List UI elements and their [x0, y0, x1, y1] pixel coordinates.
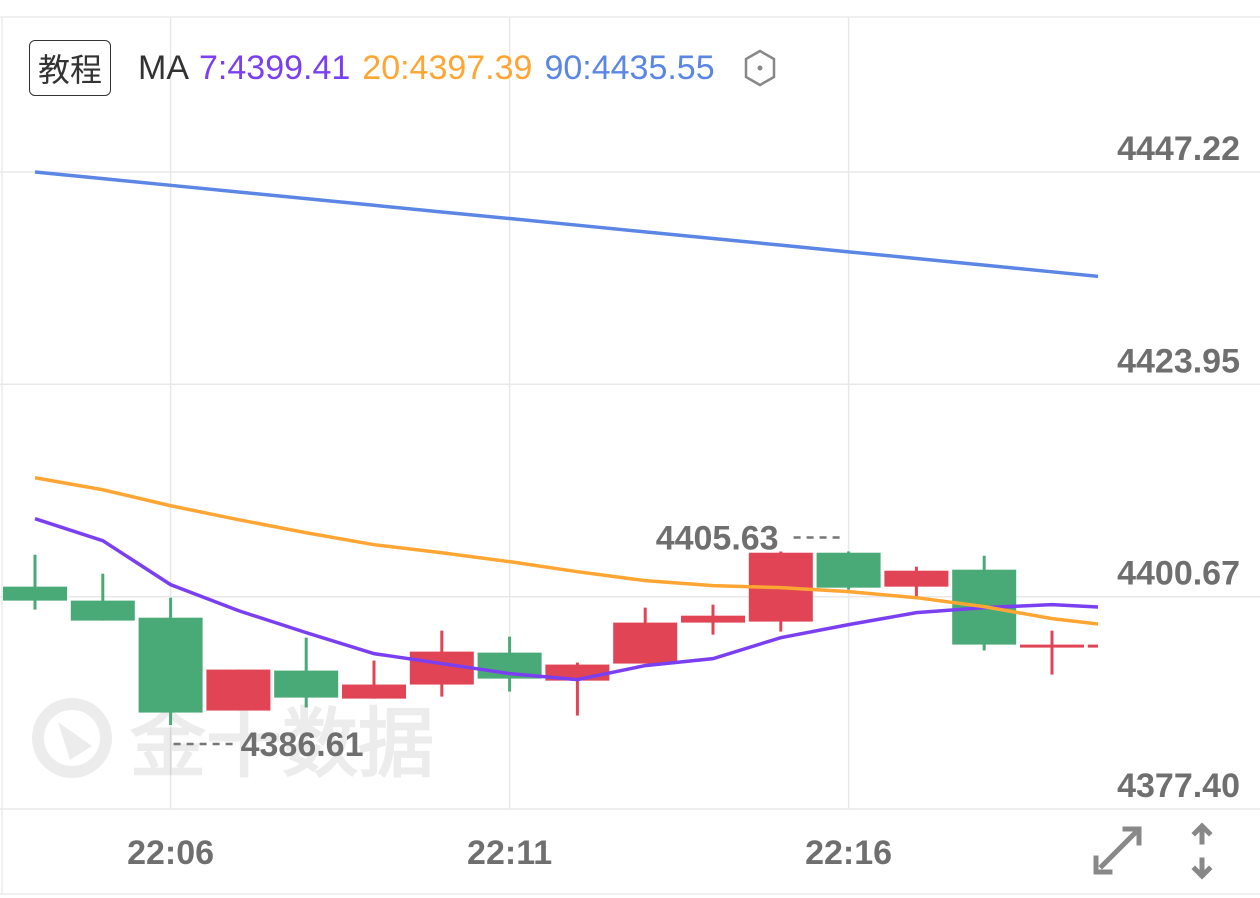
ma7-value: 7:4399.41 — [199, 48, 351, 87]
price-annotation: 4405.63 — [656, 519, 841, 557]
candle-body — [1020, 644, 1084, 648]
expand-icon[interactable] — [1093, 826, 1142, 875]
candle-body — [70, 600, 135, 621]
ma-lines — [34, 170, 1098, 682]
candle-body — [3, 586, 67, 601]
y-tick-label: 4400.67 — [1117, 555, 1240, 593]
x-tick-label: 22:16 — [805, 834, 892, 872]
candle — [1087, 644, 1098, 648]
candle-body — [613, 622, 678, 664]
legend-bar: 教程 MA 7:4399.41 20:4397.39 90:4435.55 — [29, 40, 777, 96]
watermark-logo: 金十数据 — [32, 698, 434, 788]
price-annotation: 4386.61 — [173, 726, 364, 764]
candles — [3, 551, 1098, 725]
candle-body — [816, 552, 881, 588]
candle — [477, 636, 542, 692]
ma-label: MA — [138, 48, 190, 87]
scale-toggle-icon[interactable] — [1191, 822, 1213, 880]
line-ma20 — [34, 476, 1098, 626]
candle — [3, 554, 67, 610]
candle-body — [206, 669, 271, 711]
annotation-label: 4405.63 — [656, 519, 779, 557]
y-tick-label: 4447.22 — [1117, 130, 1240, 168]
candle-body — [1087, 644, 1098, 648]
candle — [1020, 630, 1084, 675]
x-tick-label: 22:06 — [127, 834, 214, 872]
candle — [681, 604, 745, 635]
candle — [613, 607, 678, 664]
y-axis-labels: 4447.22 4423.95 4400.67 4377.40 — [1117, 130, 1240, 805]
candle-body — [342, 684, 406, 699]
candle-body — [138, 617, 203, 713]
candle-body — [884, 570, 949, 587]
grid — [0, 16, 1260, 895]
candle — [816, 551, 881, 590]
candle — [884, 566, 949, 597]
candle — [545, 662, 610, 716]
candle — [748, 551, 813, 632]
candle — [342, 660, 406, 699]
candle-body — [274, 670, 339, 698]
candle — [206, 669, 271, 711]
x-tick-label: 22:11 — [467, 834, 552, 872]
x-axis-labels: 22:06 22:11 22:16 — [127, 834, 892, 872]
tutorial-button[interactable]: 教程 — [29, 40, 112, 96]
ma20-value: 20:4397.39 — [362, 48, 533, 87]
annotations: 4405.63 4386.61 — [173, 519, 841, 764]
candle — [274, 637, 339, 708]
line-ma90 — [34, 170, 1098, 279]
hexagon-settings-icon[interactable] — [743, 49, 777, 87]
y-tick-label: 4423.95 — [1117, 342, 1240, 380]
annotation-label: 4386.61 — [241, 726, 364, 764]
ma90-value: 90:4435.55 — [544, 48, 715, 87]
candle-body — [681, 615, 745, 623]
candle — [138, 597, 203, 725]
candle — [70, 573, 135, 621]
line-ma7 — [34, 517, 1098, 682]
y-tick-label: 4377.40 — [1117, 767, 1240, 805]
